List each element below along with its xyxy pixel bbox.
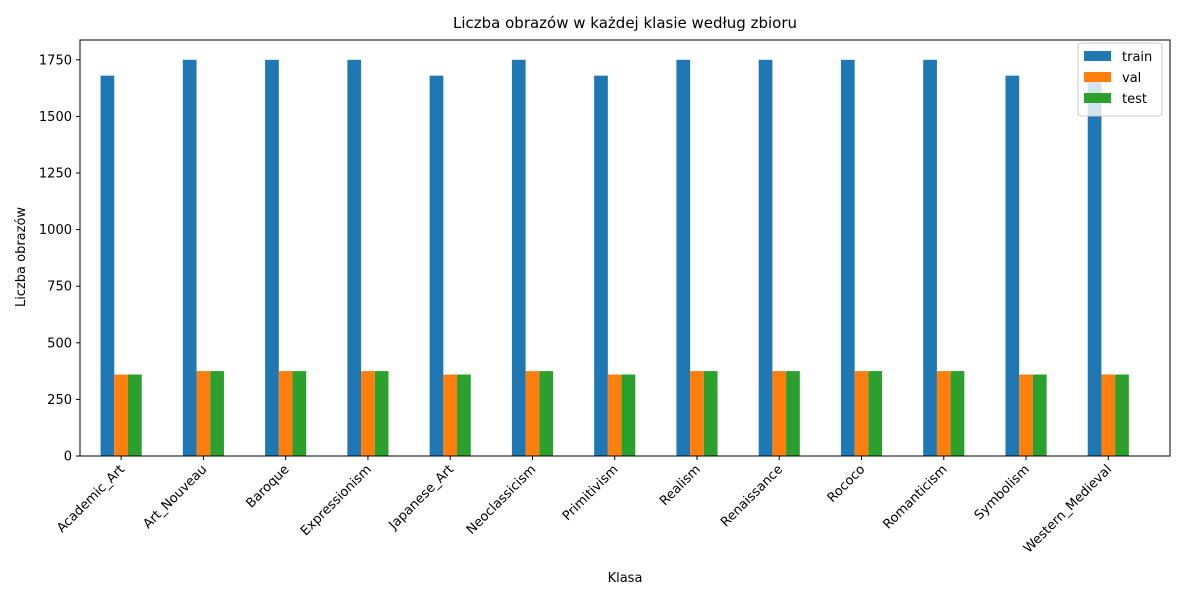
bar-train-Renaissance bbox=[758, 59, 773, 457]
bar-val-Baroque bbox=[278, 371, 293, 456]
bar-test-Symbolism bbox=[1032, 374, 1047, 456]
bar-test-Renaissance bbox=[786, 371, 800, 456]
bar-val-Expressionism bbox=[361, 371, 375, 456]
bar-val-Rococo bbox=[854, 371, 869, 456]
legend-swatch-val bbox=[1084, 72, 1111, 82]
axes-layer bbox=[79, 39, 1171, 457]
y-tick-label: 0 bbox=[64, 450, 72, 465]
y-tick-label: 1250 bbox=[39, 167, 72, 182]
x-axis-title: Klasa bbox=[608, 571, 643, 586]
legend-label-train: train bbox=[1122, 50, 1152, 65]
bar-test-Baroque bbox=[292, 371, 307, 456]
plot-frame bbox=[79, 39, 1171, 457]
y-tick-label: 1500 bbox=[39, 110, 72, 125]
bar-train-Romanticism bbox=[923, 59, 937, 457]
y-tick-label: 1750 bbox=[39, 53, 72, 68]
bar-test-Western_Medieval bbox=[1115, 374, 1129, 456]
bar-train-Art_Nouveau bbox=[182, 59, 197, 457]
legend-label-val: val bbox=[1122, 71, 1141, 86]
bar-train-Realism bbox=[676, 59, 691, 457]
bar-test-Expressionism bbox=[374, 371, 389, 456]
bar-val-Romanticism bbox=[936, 371, 951, 456]
bar-test-Rococo bbox=[868, 371, 883, 456]
y-tick-label: 250 bbox=[47, 393, 72, 408]
y-tick-label: 1000 bbox=[39, 223, 72, 238]
bar-train-Symbolism bbox=[1005, 75, 1020, 457]
bar-train-Rococo bbox=[840, 59, 855, 457]
legend: train val test bbox=[1077, 42, 1163, 117]
bar-train-Neoclassicism bbox=[511, 59, 526, 457]
bar-val-Realism bbox=[690, 371, 704, 456]
y-tick-label: 750 bbox=[47, 280, 72, 295]
y-axis-title: Liczba obrazów bbox=[14, 207, 29, 307]
bars-layer bbox=[100, 59, 1129, 457]
bar-test-Japanese_Art bbox=[457, 374, 471, 456]
bar-train-Primitivism bbox=[594, 75, 608, 457]
chart-title: Liczba obrazów w każdej klasie według zb… bbox=[453, 14, 797, 32]
bar-test-Art_Nouveau bbox=[210, 371, 224, 456]
bar-test-Neoclassicism bbox=[539, 371, 554, 456]
bar-test-Romanticism bbox=[950, 371, 965, 456]
legend-label-test: test bbox=[1122, 92, 1147, 107]
bar-train-Academic_Art bbox=[100, 75, 115, 457]
bar-val-Western_Medieval bbox=[1101, 374, 1116, 456]
bar-val-Primitivism bbox=[607, 374, 622, 456]
bar-train-Western_Medieval bbox=[1087, 75, 1102, 457]
bar-train-Baroque bbox=[265, 59, 279, 457]
bar-val-Symbolism bbox=[1019, 374, 1033, 456]
bar-val-Art_Nouveau bbox=[196, 371, 211, 456]
bar-test-Realism bbox=[703, 371, 718, 456]
legend-swatch-test bbox=[1084, 93, 1111, 103]
bar-test-Primitivism bbox=[621, 374, 636, 456]
bar-train-Expressionism bbox=[347, 59, 362, 457]
y-ticks: 0 250 500 750 1000 1250 1500 1750 bbox=[39, 53, 80, 465]
bar-val-Renaissance bbox=[772, 371, 787, 456]
y-tick-label: 500 bbox=[47, 336, 72, 351]
bar-val-Japanese_Art bbox=[443, 374, 458, 456]
bar-val-Neoclassicism bbox=[525, 371, 540, 456]
legend-swatch-train bbox=[1084, 51, 1111, 61]
bar-test-Academic_Art bbox=[127, 374, 142, 456]
bar-train-Japanese_Art bbox=[429, 75, 444, 457]
bar-val-Academic_Art bbox=[114, 374, 128, 456]
